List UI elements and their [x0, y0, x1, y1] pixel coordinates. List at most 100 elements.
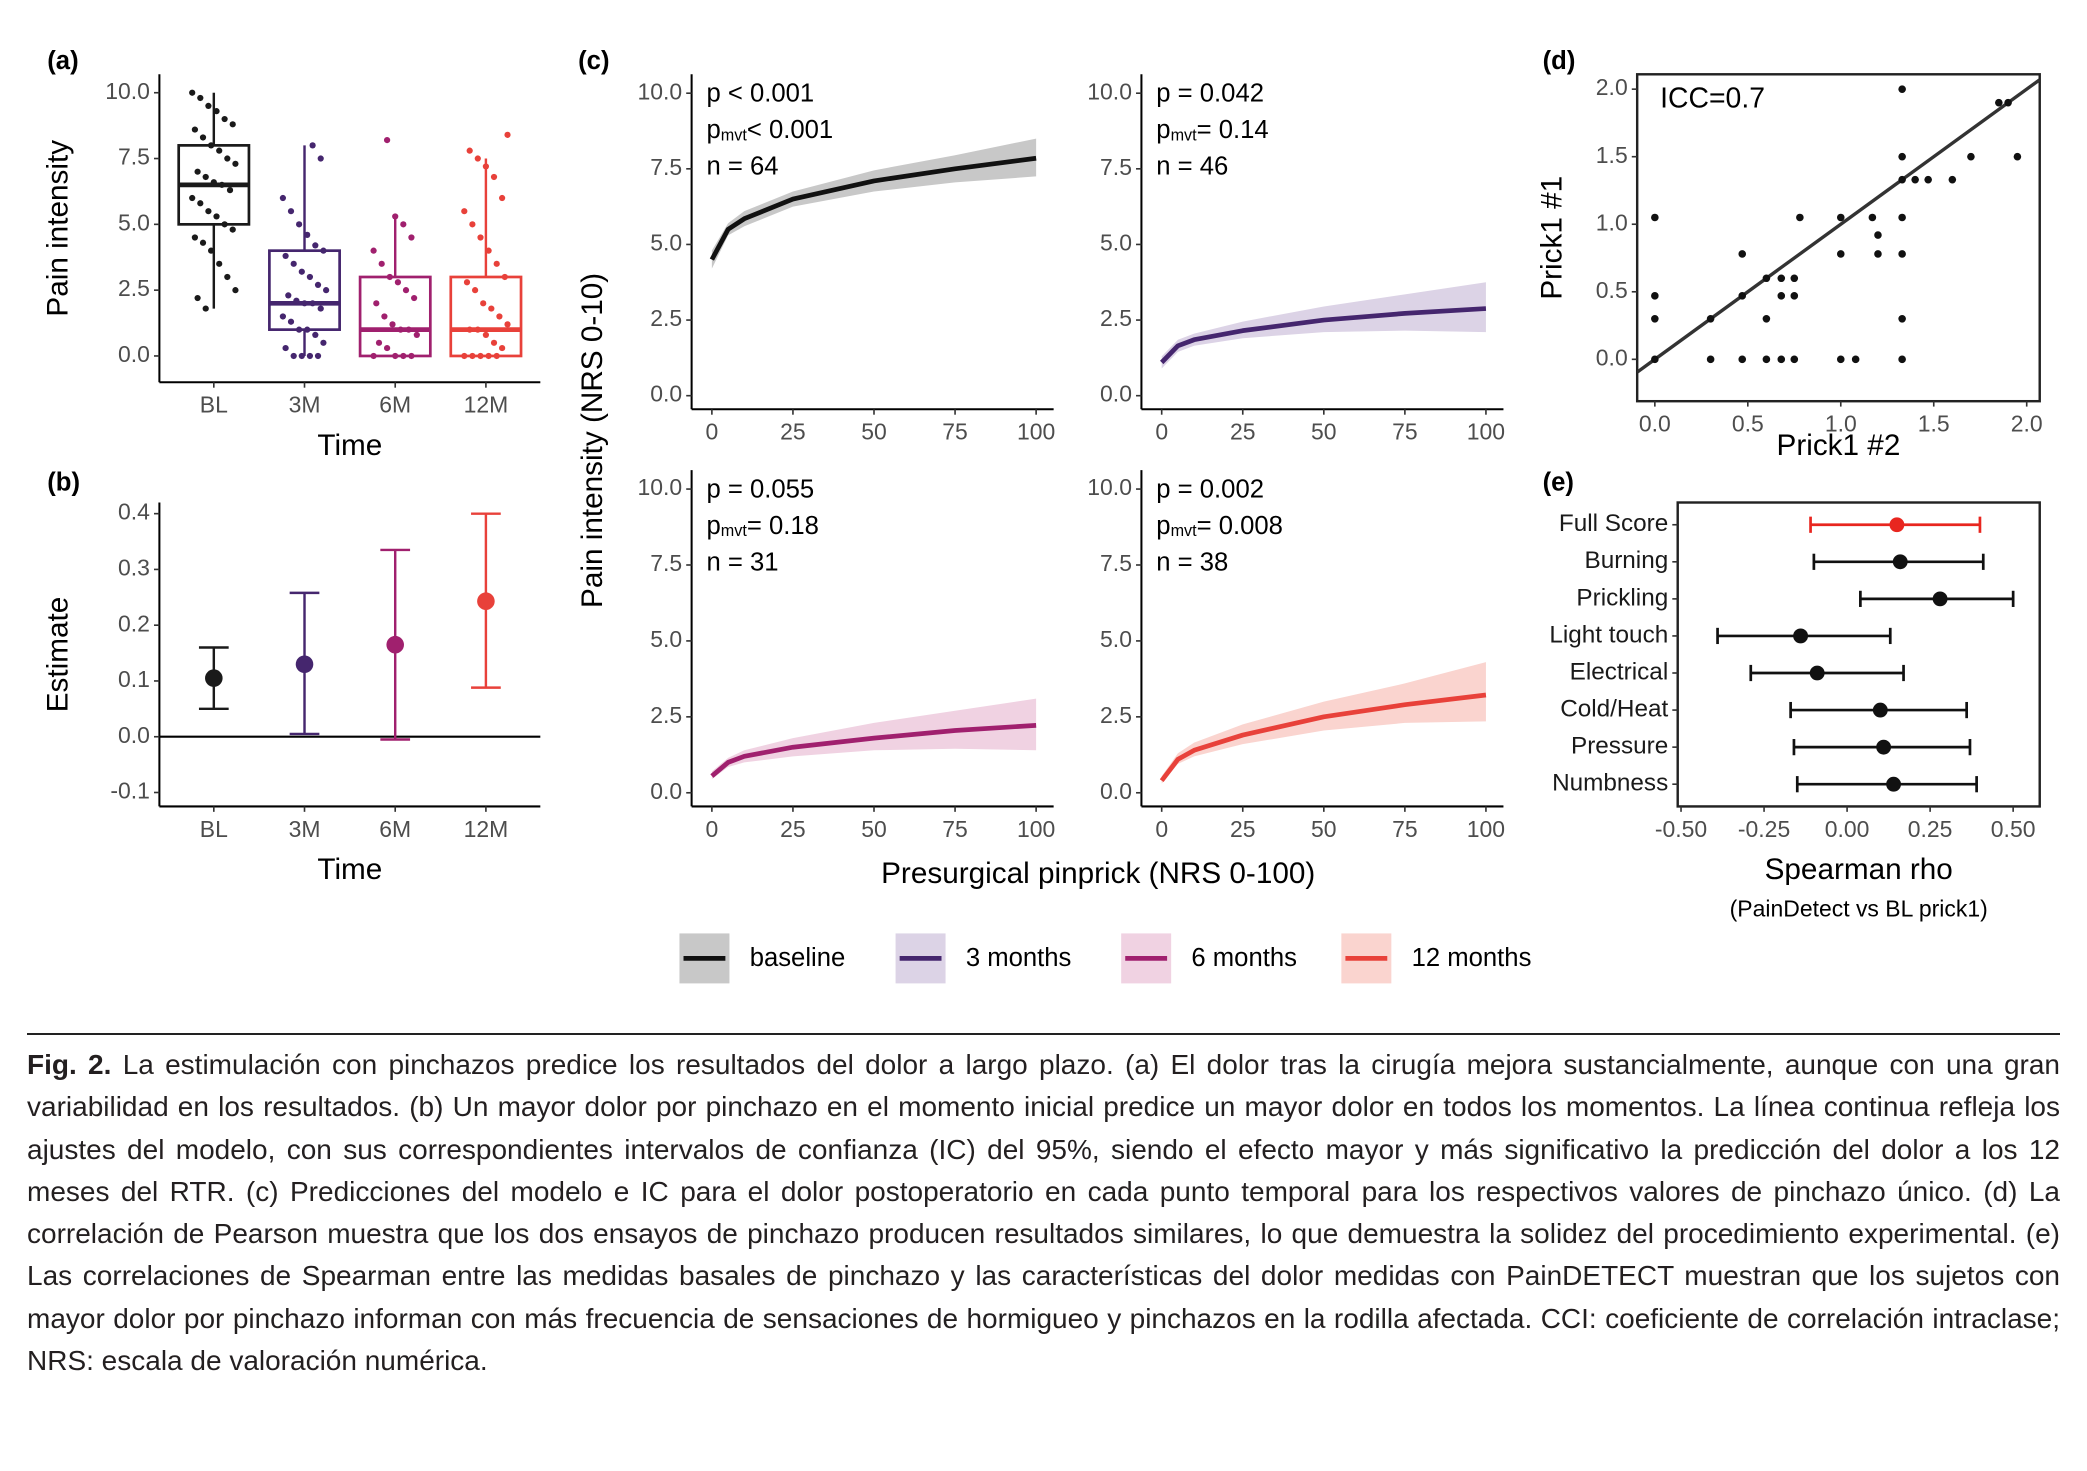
x-tick-label: 75 — [1392, 419, 1418, 445]
data-point — [232, 287, 239, 294]
data-point — [411, 294, 418, 302]
scatter-point — [1836, 213, 1845, 222]
data-point — [309, 300, 316, 307]
y-tick-label: Electrical — [1570, 658, 1669, 685]
y-axis-title: Prick1 #1 — [1535, 176, 1568, 300]
stat-value: = 0.14 — [1197, 116, 1269, 144]
data-point — [189, 194, 196, 202]
figure: 0.0 2.5 5.0 7.5 10.0 BL 3M 6M 12M (a) Pain intensi… — [41, 47, 2043, 984]
scatter-point — [2013, 152, 2022, 161]
x-tick-label: 100 — [1017, 816, 1055, 842]
x-tick-label: 100 — [1467, 419, 1505, 445]
panel-label: (d) — [1543, 47, 1576, 75]
data-point — [232, 160, 239, 167]
data-point — [221, 115, 228, 123]
x-tick-label: -0.25 — [1738, 816, 1790, 842]
estimate-point — [1809, 665, 1825, 681]
data-point — [386, 273, 393, 281]
x-tick-label: BL — [200, 816, 228, 842]
data-point — [285, 292, 292, 299]
scatter-point — [1796, 213, 1804, 222]
scatter-point — [1762, 355, 1771, 364]
y-tick-label: Light touch — [1549, 621, 1668, 648]
panel-label: (e) — [1543, 468, 1574, 496]
y-tick-label: Numbness — [1552, 770, 1668, 797]
data-point — [499, 194, 506, 202]
data-point — [373, 300, 380, 307]
scatter-point — [1898, 213, 1906, 222]
data-point — [208, 247, 215, 254]
scatter-point — [1851, 355, 1860, 364]
data-point — [296, 221, 303, 228]
x-tick-label: 1.5 — [1918, 411, 1950, 437]
y-tick-label: 2.5 — [650, 305, 682, 331]
annotation: ICC=0.7 — [1660, 82, 1765, 114]
x-tick-label: BL — [200, 392, 228, 418]
data-point — [493, 260, 500, 267]
y-tick-label: 7.5 — [1100, 550, 1132, 576]
data-point — [226, 187, 234, 194]
stat-subscript: mvt — [1171, 127, 1198, 145]
data-point — [304, 326, 311, 333]
scatter-point — [1706, 315, 1715, 323]
data-point — [216, 260, 223, 267]
x-tick-label: 25 — [780, 816, 806, 842]
data-point — [394, 279, 402, 286]
data-point — [485, 247, 492, 254]
panel-border — [1676, 501, 2041, 808]
estimate-point — [1793, 628, 1809, 644]
estimate-point — [1886, 776, 1902, 792]
stats-annotation: p = 0.055 pmvt= 0.18 n = 31 — [706, 475, 818, 576]
data-point — [490, 173, 498, 181]
x-tick-label: 6M — [379, 392, 411, 418]
estimate-point — [295, 655, 314, 674]
data-point — [477, 352, 484, 360]
y-tick-label: 10.0 — [105, 78, 150, 104]
data-point — [317, 155, 324, 162]
stat-line: n = 64 — [706, 152, 778, 180]
y-tick-label: 5.0 — [650, 626, 682, 652]
data-point — [191, 234, 199, 241]
x-tick-label: 0 — [705, 816, 718, 842]
scatter-point — [1836, 250, 1845, 258]
scatter-point — [1898, 315, 1906, 323]
panel-label: (a) — [47, 47, 78, 75]
data-point — [504, 321, 511, 328]
x-tick-label: 0.5 — [1732, 411, 1764, 437]
x-tick-label: 6M — [379, 816, 411, 842]
scatter-point — [1738, 355, 1747, 364]
stat-symbol: p — [1156, 512, 1170, 540]
y-tick-label: 10.0 — [637, 78, 682, 104]
x-tick-label: 100 — [1467, 816, 1505, 842]
y-axis-title: Pain intensity — [41, 140, 74, 317]
stats-annotation: p = 0.042 pmvt= 0.14 n = 46 — [1156, 79, 1268, 180]
data-point — [290, 260, 297, 267]
estimate-point — [477, 592, 495, 610]
data-point — [375, 339, 383, 346]
x-tick-label: 1.0 — [1825, 411, 1857, 437]
data-point — [402, 287, 410, 294]
data-point — [474, 326, 481, 333]
panel-label: (b) — [47, 468, 80, 496]
stat-line: p = 0.055 — [706, 475, 814, 503]
x-tick-label: 25 — [780, 419, 806, 445]
legend-label: baseline — [750, 944, 846, 972]
stat-value: = 0.008 — [1197, 512, 1283, 540]
stat-subscript: mvt — [721, 127, 748, 145]
data-point — [383, 344, 391, 352]
data-point — [496, 313, 503, 320]
data-point — [213, 108, 220, 115]
data-point — [504, 131, 511, 138]
stat-line: n = 31 — [706, 548, 778, 576]
x-tick-label: 50 — [861, 419, 887, 445]
data-point — [216, 147, 223, 154]
data-point — [469, 352, 476, 360]
scatter-point — [1762, 315, 1771, 323]
data-point — [317, 305, 324, 312]
x-tick-label: 3M — [289, 816, 321, 842]
box — [358, 275, 432, 358]
scatter-point — [1995, 98, 2003, 107]
stat-line: p < 0.001 — [706, 79, 814, 107]
x-tick-label: 2.0 — [2011, 411, 2043, 437]
